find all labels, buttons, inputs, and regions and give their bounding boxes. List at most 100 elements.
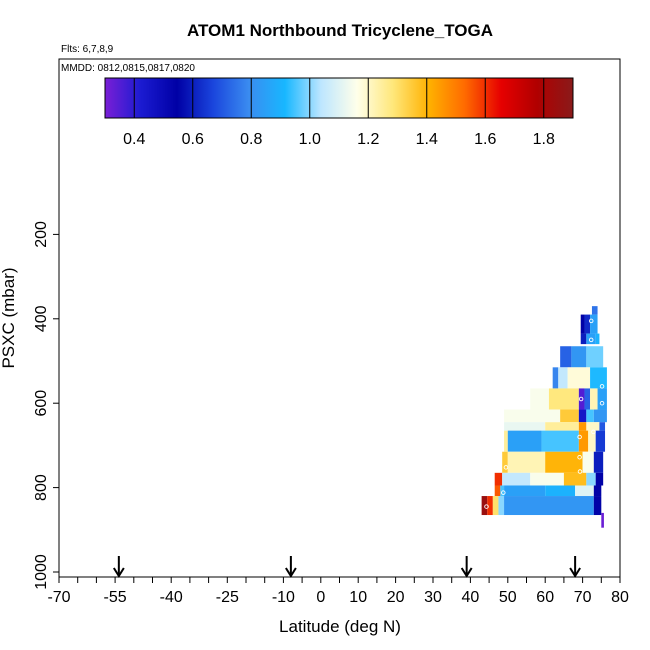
x-tick-label: -40 — [160, 589, 183, 606]
heatmap-cell — [590, 388, 598, 410]
heatmap-cell — [599, 422, 606, 431]
heatmap-cell — [504, 409, 561, 423]
x-tick-label: 30 — [424, 589, 442, 606]
heatmap-cell — [502, 472, 531, 486]
heatmap-cell — [530, 388, 549, 410]
heatmap-cell — [494, 485, 501, 497]
y-tick-label: 400 — [33, 305, 50, 332]
heatmap-cell — [593, 451, 604, 473]
sample-marker — [591, 429, 596, 435]
heatmap-cell — [578, 388, 585, 410]
flight-arrow-layer — [112, 556, 581, 578]
heatmap-cell — [575, 485, 594, 497]
x-tick-label: -70 — [47, 589, 70, 606]
colorbar-gradient — [104, 77, 574, 119]
heatmap-cell — [586, 346, 604, 368]
heatmap-cell — [593, 485, 602, 497]
y-tick-label: 1000 — [33, 554, 50, 590]
flight-arrow-head — [569, 567, 581, 578]
heatmap-cell — [560, 346, 572, 368]
heatmap-cell — [578, 422, 587, 431]
colorbar-ticks: 0.4 0.6 0.8 1.0 1.2 1.4 1.6 1.8 — [123, 78, 555, 148]
y-axis-label: PSXC (mbar) — [0, 267, 18, 368]
heatmap-cell — [571, 346, 587, 368]
x-tick-label: -55 — [104, 589, 127, 606]
colorbar-tick-label: 0.4 — [123, 131, 145, 148]
x-tick-label: 60 — [536, 589, 554, 606]
sample-marker — [577, 434, 582, 440]
flight-arrow-head — [112, 567, 125, 578]
heatmap-cell — [586, 472, 596, 486]
heatmap-cell — [590, 367, 607, 389]
heatmap-cell — [552, 367, 559, 389]
colorbar-tick-label: 1.4 — [416, 131, 438, 148]
heatmap-cell — [588, 430, 596, 452]
heatmap-cell — [560, 409, 579, 423]
heatmap-cell — [586, 422, 600, 431]
heatmap-cell — [593, 496, 602, 516]
heatmap-cell — [504, 496, 594, 516]
sample-marker — [578, 396, 584, 402]
colorbar-tick-label: 1.6 — [474, 131, 496, 148]
sample-marker — [599, 384, 605, 389]
heatmap-cell — [601, 512, 604, 528]
heatmap-cell — [545, 485, 576, 497]
x-axis-label: Latitude (deg N) — [279, 617, 401, 636]
colorbar-tick-label: 0.8 — [240, 131, 262, 148]
heatmap-cell — [593, 409, 607, 423]
heatmap-cell — [563, 472, 587, 486]
colorbar-tick-label: 1.0 — [299, 131, 321, 148]
x-tick-label: 50 — [499, 589, 517, 606]
y-tick-label: 600 — [33, 390, 50, 417]
sample-marker — [484, 504, 489, 509]
x-tick-label: 40 — [462, 589, 480, 606]
sample-marker — [503, 465, 509, 470]
colorbar: 0.4 0.6 0.8 1.0 1.2 1.4 1.6 1.8 — [104, 77, 574, 148]
flight-arrow-head — [285, 567, 297, 578]
heatmap-cell — [494, 472, 503, 486]
heatmap-cell — [597, 388, 607, 410]
x-tick-label: -10 — [272, 589, 295, 606]
profile-layer — [481, 306, 607, 528]
flight-arrow-head — [460, 567, 473, 578]
x-tick-label: 10 — [349, 589, 367, 606]
x-tick-label: 70 — [574, 589, 592, 606]
heatmap-cell — [504, 485, 546, 497]
heatmap-cell — [580, 333, 587, 345]
heatmap-cell — [590, 314, 598, 334]
y-tick-label: 800 — [33, 474, 50, 501]
sample-marker — [501, 490, 506, 495]
heatmap-cell — [595, 430, 606, 452]
heatmap-cell — [578, 430, 589, 452]
heatmap-cell — [567, 367, 591, 389]
sample-marker-layer — [484, 318, 605, 509]
x-tick-label: -25 — [216, 589, 239, 606]
sample-marker — [577, 454, 582, 460]
heatmap-cell — [487, 496, 493, 516]
heatmap-cell — [595, 333, 600, 345]
heatmap-cell — [541, 430, 579, 452]
heatmap-cell — [492, 496, 499, 516]
heatmap-cell — [545, 451, 583, 473]
sample-marker — [588, 337, 594, 343]
chart-title: ATOM1 Northbound Tricyclene_TOGA — [187, 21, 493, 40]
colorbar-tick-label: 1.8 — [533, 131, 555, 148]
heatmap-cell — [578, 409, 587, 423]
heatmap-cell — [584, 388, 591, 410]
x-tick-label: 0 — [316, 589, 325, 606]
heatmap-cell — [545, 422, 579, 431]
heatmap-cell — [481, 496, 488, 516]
heatmap-cell — [498, 496, 505, 516]
sample-marker — [599, 400, 605, 406]
heatmap-cell — [591, 306, 598, 315]
sample-marker — [577, 469, 583, 474]
x-axis: -70 -55 -40 -25 -10 0 10 20 30 40 50 60 70 80 — [47, 577, 629, 606]
x-tick-label: 80 — [611, 589, 629, 606]
flights-label: Flts: 6,7,8,9 — [61, 44, 114, 55]
heatmap-cell — [548, 388, 579, 410]
heatmap-cell — [502, 451, 508, 473]
y-axis: 200 400 600 800 1000 — [33, 221, 59, 590]
heatmap-cell — [584, 314, 591, 334]
x-tick-label: 20 — [387, 589, 405, 606]
